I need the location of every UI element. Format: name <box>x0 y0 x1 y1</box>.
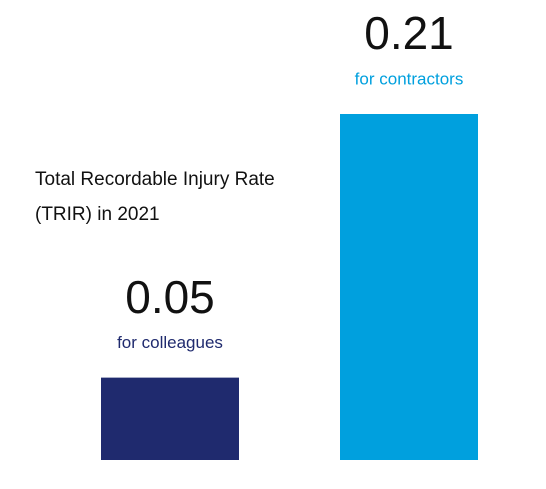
bar <box>101 377 239 460</box>
value-label: 0.05 <box>125 271 215 323</box>
category-label: for contractors <box>355 69 464 88</box>
bar <box>340 114 478 460</box>
category-label: for colleagues <box>117 333 223 352</box>
chart-title: Total Recordable Injury Rate (TRIR) in 2… <box>35 169 275 225</box>
value-label: 0.21 <box>364 7 454 59</box>
